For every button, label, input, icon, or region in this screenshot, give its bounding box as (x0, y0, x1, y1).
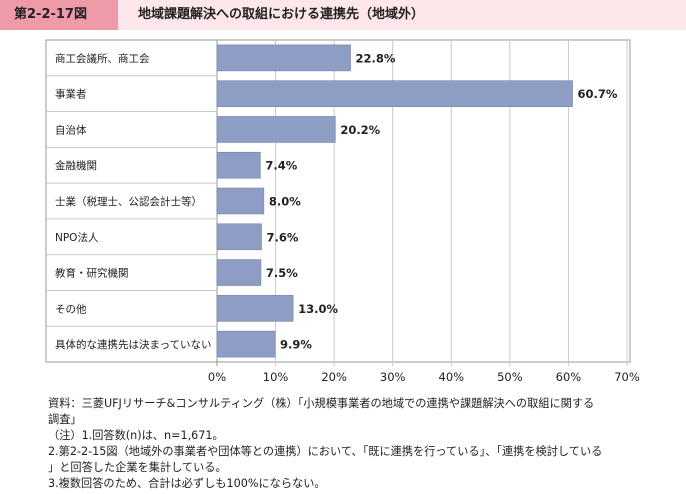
bar-value-label: 60.7% (578, 87, 618, 101)
x-tick-label: 70% (614, 370, 640, 384)
chart-frame (45, 39, 631, 363)
x-tick-label: 20% (321, 370, 347, 384)
x-tick-label: 50% (497, 370, 523, 384)
category-label: 教育・研究機関 (55, 267, 129, 280)
bar-value-label: 9.9% (280, 338, 312, 352)
bar-value-label: 7.4% (265, 159, 297, 173)
bar (216, 259, 262, 286)
bar (216, 187, 265, 215)
category-label: NPO法人 (55, 231, 99, 244)
bar-value-label: 22.8% (356, 51, 396, 65)
note-line: （注）1.回答数(n)は、n=1,671。 (48, 429, 224, 442)
bar (216, 330, 276, 358)
note-line: 調査」 (48, 413, 82, 426)
bar-value-label: 20.2% (340, 123, 380, 137)
note-line: 3.複数回答のため、合計は必ずしも100%にならない。 (48, 477, 326, 490)
bar (216, 116, 336, 143)
category-label: 具体的な連携先は決まっていない (55, 338, 212, 351)
bar-chart: 0% 10% 20% 30% 40% 50% 60% 70% 商工会議所、商工会 22.8% 事業者… (45, 39, 640, 384)
bar-value-label: 13.0% (298, 302, 338, 316)
figure-header: 第2-2-17図 地域課題解決への取組における連携先（地域外） (0, 0, 686, 30)
x-tick-label: 30% (380, 370, 406, 384)
category-label: 金融機関 (55, 159, 97, 172)
note-line: 資料：三菱UFJリサーチ&コンサルティング（株）「小規模事業者の地域での連携や課… (48, 397, 595, 410)
x-tick-label: 10% (263, 370, 289, 384)
x-tick-label: 40% (439, 370, 465, 384)
x-tick-label: 0% (208, 370, 226, 384)
notes: 資料：三菱UFJリサーチ&コンサルティング（株）「小規模事業者の地域での連携や課… (48, 396, 658, 492)
bar (216, 295, 294, 322)
bar (216, 151, 261, 179)
figure-number: 第2-2-17図 (0, 0, 118, 30)
bar (216, 223, 262, 251)
bar-value-label: 7.5% (266, 266, 298, 280)
bar-value-label: 8.0% (269, 195, 301, 209)
x-tick-label: 60% (556, 370, 582, 384)
bar-value-label: 7.6% (267, 230, 299, 244)
category-label: 商工会議所、商工会 (55, 52, 150, 65)
category-label: 自治体 (55, 123, 87, 136)
category-label: 事業者 (55, 88, 87, 101)
note-line: 」と回答した企業を集計している。 (48, 461, 227, 474)
figure-title: 地域課題解決への取組における連携先（地域外） (118, 0, 686, 30)
category-label: 士業（税理士、公認会計士等） (55, 195, 202, 208)
bar (216, 44, 351, 72)
note-line: 2.第2-2-15図（地域外の事業者や団体等との連携）において、「既に連携を行っ… (48, 445, 603, 458)
category-label: その他 (55, 302, 87, 315)
bar (216, 80, 573, 107)
